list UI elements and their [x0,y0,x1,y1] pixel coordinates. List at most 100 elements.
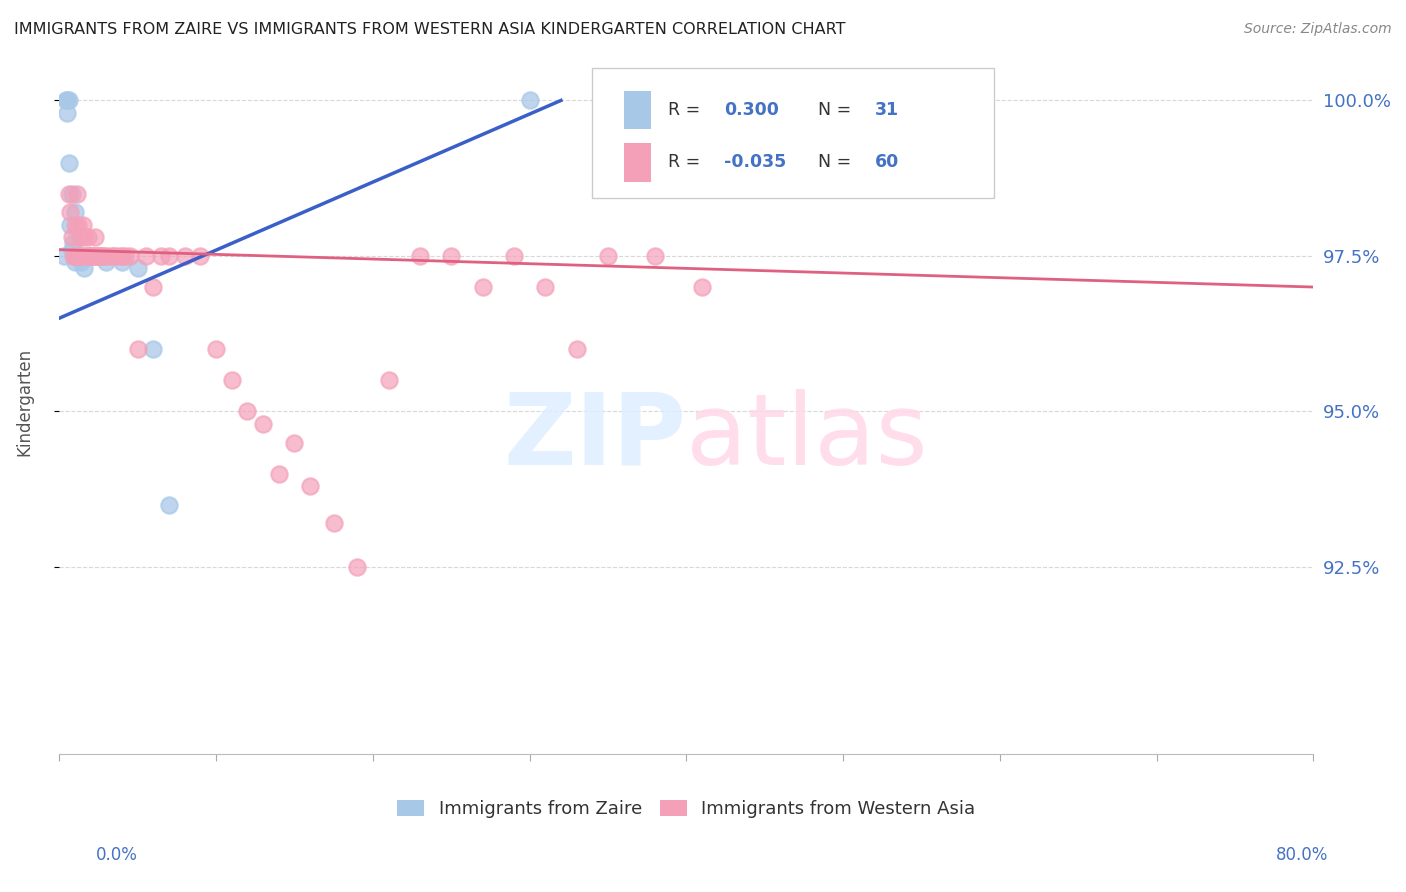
Point [82,249,104,263]
Text: N =: N = [818,101,856,119]
Point [157,498,180,512]
Point [409,249,432,263]
Point [157,249,180,263]
Point [118,249,141,263]
Point [59,205,82,219]
Point [377,373,399,387]
Point [346,560,368,574]
Point [66,249,89,263]
Point [59,218,82,232]
Point [503,249,526,263]
Point [91,249,114,263]
Point [205,343,228,357]
Point [644,249,666,263]
Text: 31: 31 [875,101,898,119]
Text: atlas: atlas [686,389,928,486]
Point [142,343,165,357]
Text: R =: R = [668,153,706,171]
Point [471,280,494,294]
Point [72,218,94,232]
Point [72,249,94,263]
Point [142,280,165,294]
Text: IMMIGRANTS FROM ZAIRE VS IMMIGRANTS FROM WESTERN ASIA KINDERGARTEN CORRELATION C: IMMIGRANTS FROM ZAIRE VS IMMIGRANTS FROM… [14,22,845,37]
Point [63,249,86,263]
Point [53,249,76,263]
Point [76,249,98,263]
Point [111,255,134,269]
Point [80,249,103,263]
Point [80,249,103,263]
Point [127,261,149,276]
Point [73,230,96,244]
Text: N =: N = [818,153,856,171]
Point [98,249,121,263]
Point [190,249,212,263]
Text: 0.300: 0.300 [724,101,779,119]
Point [77,249,100,263]
Point [173,249,195,263]
Point [67,249,90,263]
FancyBboxPatch shape [624,91,651,129]
Point [87,249,110,263]
Point [127,343,149,357]
Point [299,479,322,493]
Point [322,516,344,531]
Text: -0.035: -0.035 [724,153,786,171]
Point [565,343,588,357]
Point [75,249,97,263]
Point [267,467,290,481]
Point [67,218,90,232]
Text: 0.0%: 0.0% [96,846,138,863]
Point [596,249,619,263]
Point [91,249,114,263]
Point [96,249,118,263]
Point [283,435,305,450]
Point [58,186,80,201]
Legend: Immigrants from Zaire, Immigrants from Western Asia: Immigrants from Zaire, Immigrants from W… [389,793,983,825]
Point [690,280,713,294]
Text: 60: 60 [875,153,898,171]
Point [534,280,557,294]
Point [60,230,83,244]
Y-axis label: Kindergarten: Kindergarten [15,348,32,456]
Point [58,155,80,169]
Point [114,249,136,263]
Point [108,249,131,263]
Point [87,249,110,263]
FancyBboxPatch shape [592,69,994,198]
Point [84,230,107,244]
Point [63,218,86,232]
Point [56,94,79,108]
Point [76,230,98,244]
Point [62,249,84,263]
Point [66,186,89,201]
Point [236,404,259,418]
Point [70,255,93,269]
Point [83,249,105,263]
Text: Source: ZipAtlas.com: Source: ZipAtlas.com [1244,22,1392,37]
Point [60,186,83,201]
Text: 80.0%: 80.0% [1277,846,1329,863]
Point [63,205,86,219]
Point [252,417,274,431]
Point [63,255,86,269]
Point [86,249,108,263]
Point [73,261,96,276]
Text: R =: R = [668,101,706,119]
Point [150,249,173,263]
Point [103,249,125,263]
Point [69,249,91,263]
Point [103,249,125,263]
Point [58,94,80,108]
Point [738,94,761,108]
Point [55,94,77,108]
Point [67,249,90,263]
Point [221,373,243,387]
FancyBboxPatch shape [624,143,651,182]
Point [519,94,541,108]
Point [83,249,105,263]
Point [96,255,118,269]
Point [70,249,93,263]
Point [56,106,79,120]
Text: ZIP: ZIP [503,389,686,486]
